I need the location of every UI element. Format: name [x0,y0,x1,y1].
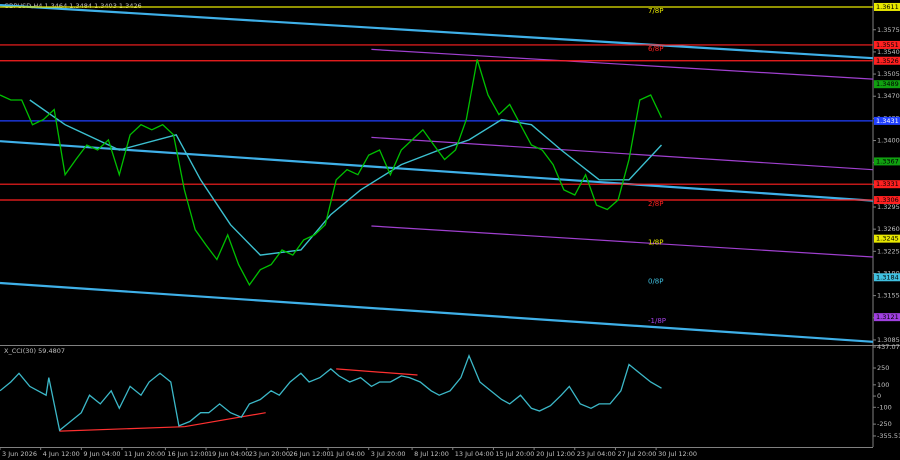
level-label: 1.3367 [876,157,899,165]
divergence-line [336,368,418,376]
murray-label: 0/8P [648,277,664,285]
y-tick-label: 100 [877,381,889,389]
x-tick-label: 23 Jun 20:00 [249,450,290,458]
x-tick-label: 16 Jun 12:00 [167,450,208,458]
level-label: 1.3611 [876,3,899,11]
trend-line [0,4,874,60]
y-tick-label: 1.3540 [877,48,900,56]
level-label: 1.3431 [876,117,899,125]
divergence-line [59,426,185,432]
level-label: 1.3121 [876,313,899,321]
y-tick-label: 1.3155 [877,292,900,300]
y-tick-label: 1.3505 [877,70,900,78]
trend-line [371,48,874,80]
level-label-box [874,157,900,166]
y-tick-label: 437.0745 [877,343,900,351]
y-tick-label: -355.513 [877,432,900,440]
y-tick-label: 1.3225 [877,247,900,255]
level-label: 1.3489 [876,80,899,88]
level-label-box [874,116,900,125]
murray-label: 7/8P [648,7,664,15]
level-label: 1.3184 [876,273,899,281]
price-line [0,59,663,287]
y-tick-label: -250 [877,420,892,428]
x-tick-label: 1 Jul 04:00 [330,450,365,458]
x-tick-label: 23 Jul 04:00 [577,450,616,458]
murray-label: 6/8P [648,45,664,53]
y-tick-label: -100 [877,403,892,411]
x-tick-label: 27 Jul 20:00 [617,450,656,458]
level-label-box [874,80,900,89]
murray-label: -1/8P [648,317,666,325]
level-label-box [874,56,900,65]
x-tick-label: 20 Jul 12:00 [536,450,575,458]
x-tick-label: 9 Jun 04:00 [83,450,120,458]
x-tick-label: 13 Jul 04:00 [455,450,494,458]
murray-label: 1/8P [648,239,664,247]
level-label-box [874,180,900,189]
trend-line [0,140,874,202]
x-tick-label: 8 Jul 12:00 [414,450,449,458]
y-tick-label: 1.3295 [877,203,900,211]
x-tick-label: 15 Jul 20:00 [495,450,534,458]
y-tick-label: 1.3470 [877,92,900,100]
moving-average [29,99,663,256]
y-tick-label: 1.3400 [877,137,900,145]
x-tick-label: 11 Jun 20:00 [124,450,165,458]
level-label-box [874,273,900,282]
divergence-line [184,412,266,428]
level-label: 1.3306 [876,196,899,204]
y-tick-label: 1.3260 [877,225,900,233]
level-label: 1.3526 [876,57,899,65]
y-tick-label: 1.3085 [877,336,900,344]
level-label-box [874,2,900,11]
x-tick-label: 3 Jun 2026 [2,450,37,458]
level-label: 1.3551 [876,41,899,49]
x-tick-label: 30 Jul 12:00 [658,450,697,458]
murray-label: 2/8P [648,200,664,208]
level-label-box [874,40,900,49]
trend-line [371,136,874,171]
level-label-box [874,196,900,205]
level-label-box [874,234,900,243]
level-label-box [874,313,900,322]
y-tick-label: 250 [877,364,889,372]
x-tick-label: 19 Jun 04:00 [208,450,249,458]
y-tick-label: 1.3575 [877,26,900,34]
level-label: 1.3245 [876,235,899,243]
trend-line [371,225,874,258]
trend-line [0,281,874,343]
y-tick-label: 0 [877,392,881,400]
chart-title: GBPUSD,H4 1.3464 1.3484 1.3403 1.3426 [4,2,142,10]
x-tick-label: 3 Jul 20:00 [371,450,406,458]
x-tick-label: 4 Jun 12:00 [43,450,80,458]
x-tick-label: 26 Jun 12:00 [289,450,330,458]
price-line [0,354,662,432]
level-label: 1.3331 [876,180,899,188]
indicator-title: X_CCI(30) 59.4807 [4,347,65,355]
